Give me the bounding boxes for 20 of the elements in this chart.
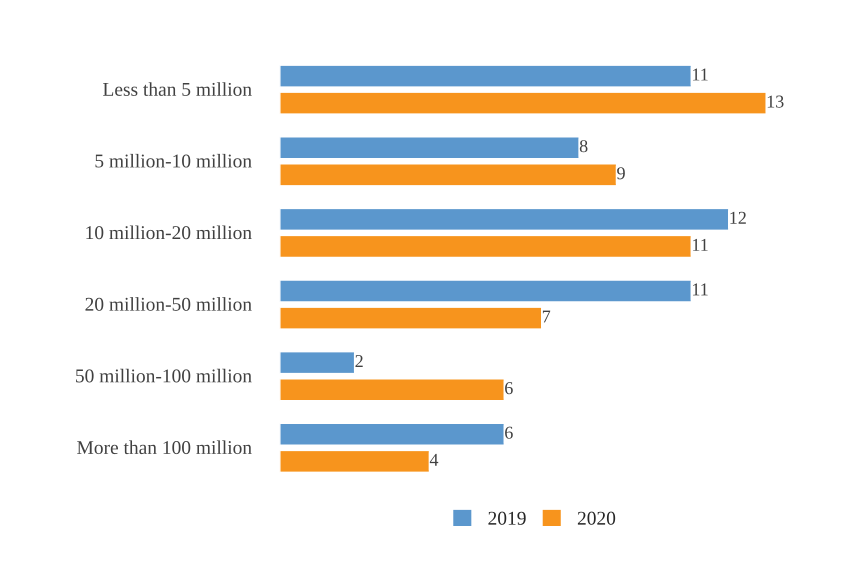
data-label: 13 xyxy=(768,96,784,108)
data-label: 4 xyxy=(430,454,438,466)
data-label: 12 xyxy=(730,212,746,224)
y-tick-label: More than 100 million xyxy=(77,440,252,454)
y-tick-label: 10 million-20 million xyxy=(86,226,252,240)
y-tick-label: 50 million-100 million xyxy=(76,368,252,382)
legend-label: 2019 xyxy=(488,512,526,525)
data-label: 6 xyxy=(505,382,513,394)
data-label: 8 xyxy=(580,140,588,152)
data-label: 6 xyxy=(505,426,513,439)
y-tick-label: Less than 5 million xyxy=(103,82,252,96)
data-label: 2 xyxy=(355,355,363,367)
y-tick-label: 20 million-50 million xyxy=(85,297,252,311)
data-label: 9 xyxy=(617,167,625,180)
data-label: 11 xyxy=(692,283,708,296)
data-label: 11 xyxy=(692,68,708,80)
y-tick-label: 5 million-10 million xyxy=(95,154,252,168)
data-label: 7 xyxy=(542,310,550,322)
data-label: 11 xyxy=(692,238,708,251)
legend-label: 2020 xyxy=(578,512,616,525)
